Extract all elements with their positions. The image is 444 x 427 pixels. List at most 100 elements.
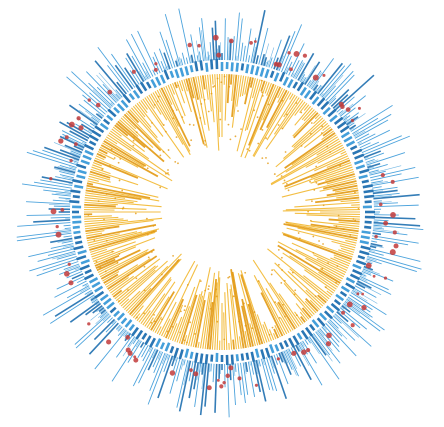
outer-bar xyxy=(141,344,149,358)
inner-dot xyxy=(339,164,342,167)
inner-dot xyxy=(281,269,283,271)
outer-bar xyxy=(366,259,373,263)
inner-bar xyxy=(154,260,196,333)
outer-bar xyxy=(373,204,419,208)
outer-bar xyxy=(362,268,394,282)
inner-dot xyxy=(192,124,195,126)
inner-bar xyxy=(199,75,210,131)
inner-dot xyxy=(311,200,313,203)
inner-dot xyxy=(172,117,175,120)
marker-dot xyxy=(374,234,378,239)
band-segment xyxy=(345,277,356,284)
marker-dot xyxy=(68,121,75,128)
outer-bar xyxy=(244,362,247,375)
inner-dot xyxy=(273,173,276,175)
band-segment xyxy=(113,310,121,318)
inner-bar xyxy=(226,74,231,104)
inner-bar xyxy=(204,272,216,350)
outer-bar xyxy=(86,71,117,103)
inner-dot xyxy=(118,253,121,255)
outer-bar xyxy=(319,65,346,96)
inner-bar xyxy=(336,194,360,199)
inner-dot xyxy=(97,200,100,203)
outer-bar xyxy=(54,280,87,298)
inner-bar xyxy=(161,318,171,337)
outer-bar xyxy=(294,344,301,352)
outer-bar xyxy=(371,180,388,185)
marker-dot xyxy=(390,212,396,218)
marker-dot xyxy=(219,384,224,389)
outer-bar xyxy=(142,62,152,79)
inner-bar xyxy=(114,124,129,137)
band-segment xyxy=(150,78,157,89)
outer-bar xyxy=(332,315,342,324)
inner-bar xyxy=(295,249,346,276)
outer-bar xyxy=(145,71,150,79)
inner-bar xyxy=(273,268,315,315)
outer-bar xyxy=(359,142,371,149)
inner-bar xyxy=(270,142,342,185)
band-segment xyxy=(269,70,275,79)
inner-dot xyxy=(354,191,356,194)
inner-dot xyxy=(300,144,303,147)
outer-bar xyxy=(316,85,323,94)
outer-bar xyxy=(111,320,116,325)
outer-bar xyxy=(122,330,128,337)
band-segment xyxy=(72,220,82,224)
inner-bar xyxy=(163,264,199,338)
outer-bar xyxy=(294,62,304,79)
outer-bar xyxy=(105,321,117,333)
outer-bar xyxy=(328,95,337,104)
inner-dot xyxy=(219,118,222,121)
marker-dot xyxy=(350,323,355,328)
inner-bar xyxy=(297,227,358,242)
outer-bar xyxy=(161,353,167,365)
inner-dot xyxy=(232,295,235,298)
band-segment xyxy=(250,351,256,362)
outer-bar xyxy=(84,289,92,295)
marker-dot xyxy=(87,322,91,326)
inner-dot xyxy=(108,164,111,167)
outer-bar xyxy=(280,351,292,375)
outer-bar xyxy=(373,192,400,197)
band-segment xyxy=(106,301,115,310)
inner-bar xyxy=(169,83,176,95)
outer-bar xyxy=(81,141,87,145)
inner-bar xyxy=(105,258,151,288)
inner-bar xyxy=(321,130,334,141)
inner-bar xyxy=(230,74,233,85)
outer-bar xyxy=(349,124,357,130)
inner-bar xyxy=(187,77,195,99)
outer-bar xyxy=(96,74,120,101)
inner-dot xyxy=(261,91,264,94)
inner-bar xyxy=(260,80,266,92)
inner-dot xyxy=(354,219,357,222)
inner-bar xyxy=(119,119,139,137)
inner-bar xyxy=(244,76,249,95)
outer-bar xyxy=(290,347,302,367)
inner-dot xyxy=(103,218,105,221)
outer-bar xyxy=(144,75,148,80)
band-segment xyxy=(88,134,99,142)
inner-bar xyxy=(303,104,310,111)
outer-bar xyxy=(127,340,142,363)
outer-bar xyxy=(344,118,348,122)
outer-bar xyxy=(147,349,159,371)
inner-bar xyxy=(174,286,196,342)
outer-bar xyxy=(353,113,392,137)
inner-bar xyxy=(304,269,336,292)
outer-bar xyxy=(152,69,156,76)
outer-bar xyxy=(72,155,80,160)
inner-dot xyxy=(234,135,237,138)
outer-bar xyxy=(50,294,95,324)
inner-dot xyxy=(143,265,146,268)
inner-bar xyxy=(192,76,200,100)
outer-bar xyxy=(32,150,78,166)
outer-bar xyxy=(28,245,75,258)
outer-bar xyxy=(295,62,305,80)
inner-bar xyxy=(178,278,201,344)
inner-bar xyxy=(283,223,358,240)
inner-dot xyxy=(166,330,169,333)
outer-bar xyxy=(262,358,265,365)
inner-bar xyxy=(253,92,292,158)
